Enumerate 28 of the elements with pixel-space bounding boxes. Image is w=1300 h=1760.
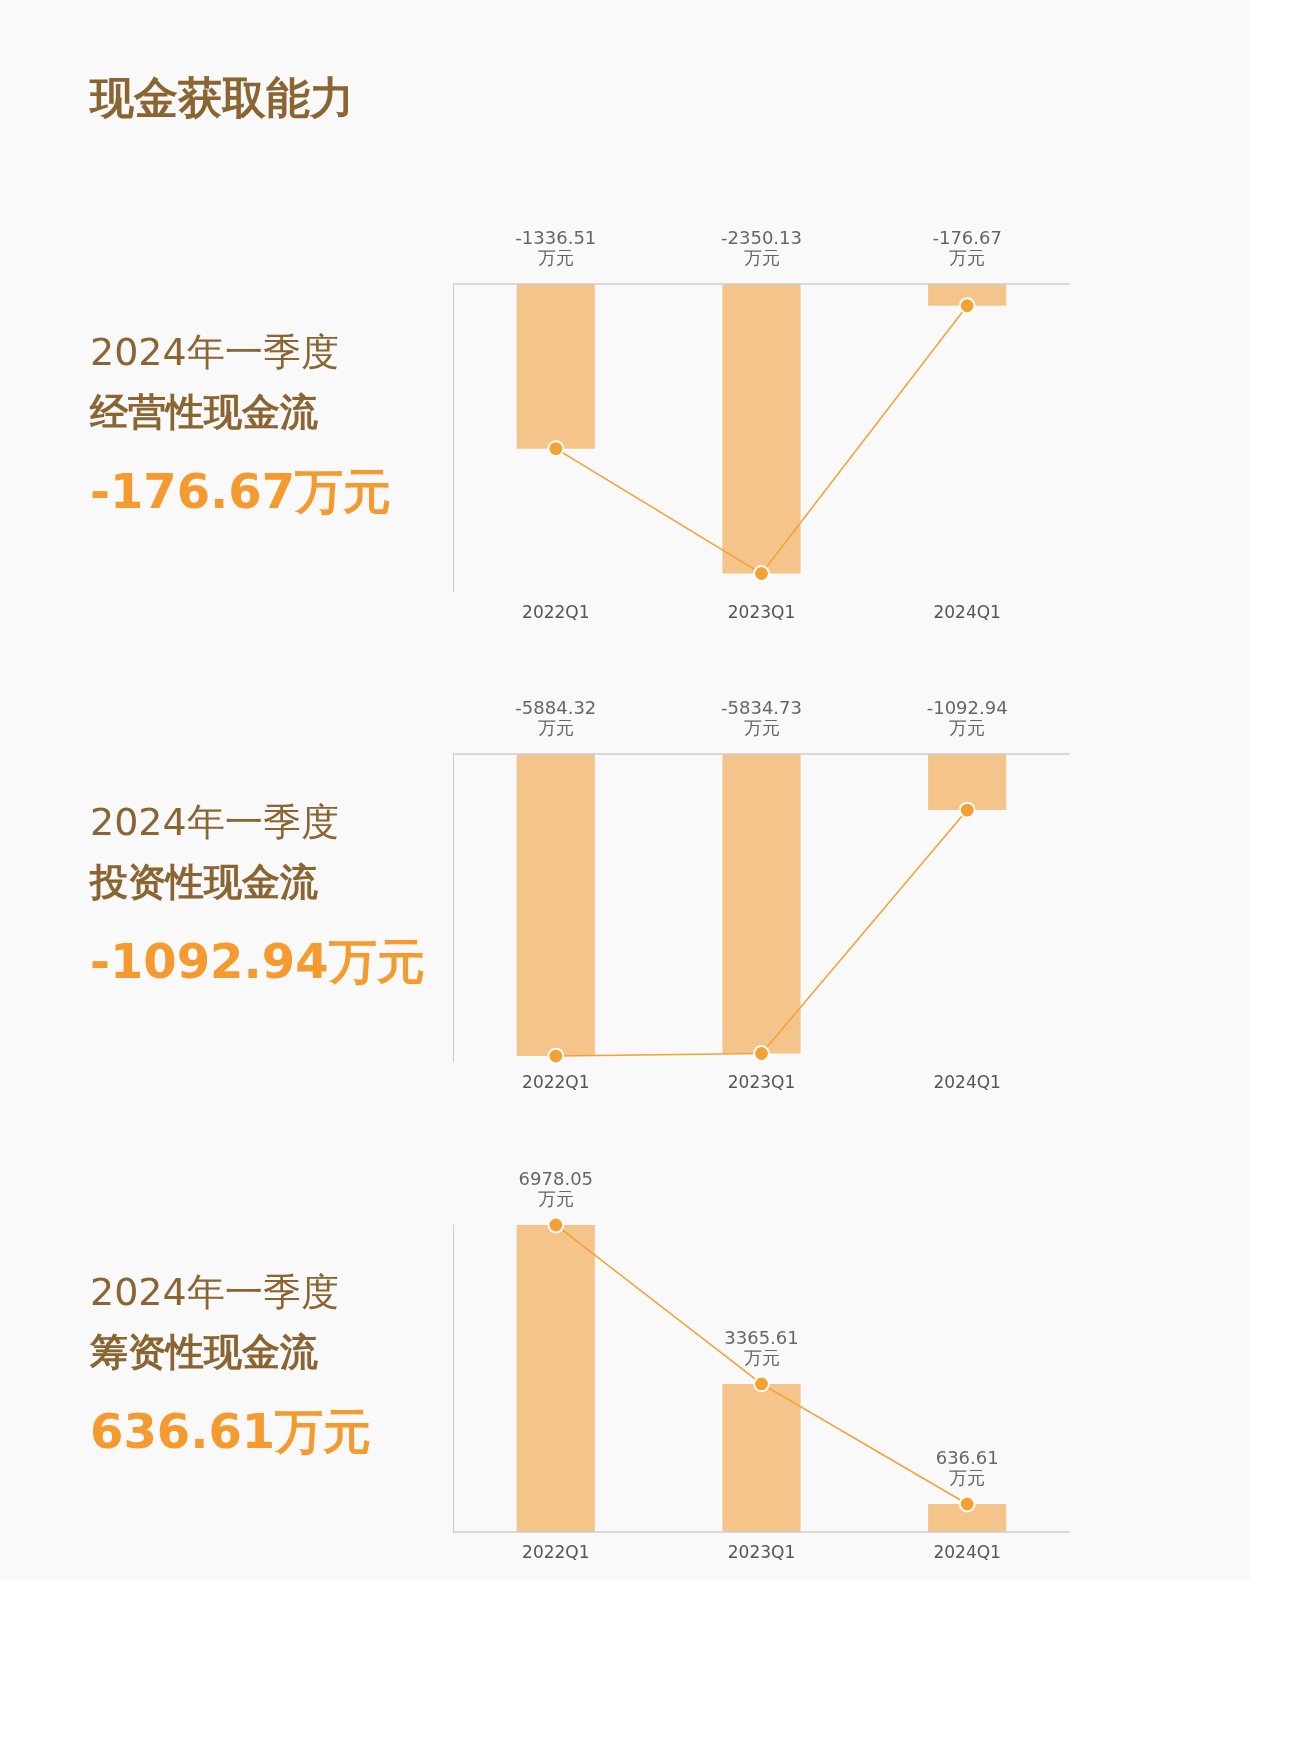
text: -1092.94万元: [90, 933, 425, 989]
data-label: -1336.51 万元: [515, 227, 597, 268]
text: 636.61万元: [90, 1403, 372, 1459]
data-label: 636.61 万元: [935, 1446, 999, 1488]
x-tick-label: 2022Q1: [522, 601, 590, 622]
data-label: -2350.13 万元: [721, 227, 802, 268]
text: 2024年一季度: [90, 800, 339, 844]
x-tick-label: 2024Q1: [933, 601, 1001, 622]
x-tick-label: 2022Q1: [522, 1541, 590, 1562]
data-label: 6978.05 万元: [518, 1167, 594, 1209]
text: 现金获取能力: [88, 72, 354, 123]
x-tick-label: 2023Q1: [727, 1541, 796, 1562]
x-tick-label: 2022Q1: [522, 1071, 590, 1092]
x-tick-label: 2023Q1: [727, 601, 796, 622]
data-label: -1092.94 万元: [926, 697, 1008, 738]
text: 筹资性现金流: [89, 1330, 318, 1374]
text: -176.67万元: [90, 463, 392, 519]
x-tick-label: 2023Q1: [727, 1071, 796, 1092]
text: 投资性现金流: [88, 860, 318, 904]
data-label: -5884.32 万元: [515, 697, 597, 738]
text: 2024年一季度: [90, 330, 339, 374]
data-label: -176.67 万元: [932, 227, 1002, 268]
text: 2024年一季度: [90, 1270, 339, 1314]
data-label: -5834.73 万元: [721, 697, 802, 738]
data-label: 3365.61 万元: [724, 1326, 799, 1368]
x-tick-label: 2024Q1: [933, 1541, 1001, 1562]
x-tick-label: 2024Q1: [933, 1071, 1001, 1092]
text: 经营性现金流: [89, 390, 318, 434]
